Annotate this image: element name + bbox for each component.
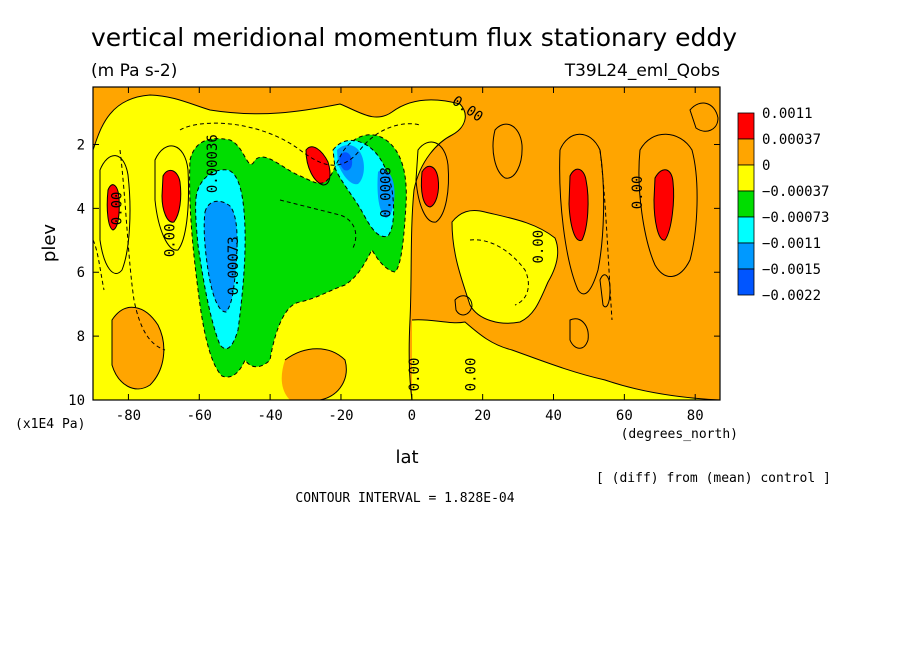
- y-tick-label: 10: [68, 393, 85, 409]
- plot-frame: [92, 86, 721, 401]
- contour-label: 0.00: [407, 358, 423, 392]
- chart-title: vertical meridional momentum flux statio…: [91, 23, 737, 52]
- y-tick-label: 6: [77, 265, 85, 281]
- x-axis-label: lat: [395, 447, 418, 468]
- x-axis-units: (degrees_north): [621, 427, 738, 442]
- y-tick-label: 4: [77, 201, 85, 217]
- x-axis: -80 -60 -40 -20 0 20 40 60 80: [116, 87, 704, 424]
- experiment-label: T39L24_eml_Qobs: [564, 61, 720, 81]
- contour-label: 0.0008: [379, 167, 395, 218]
- legend-swatch: [737, 112, 755, 140]
- legend-swatch: [737, 138, 755, 166]
- legend-label: 0.0011: [762, 106, 813, 122]
- legend-label: −0.0011: [762, 236, 821, 252]
- legend-label: 0: [762, 158, 770, 174]
- color-legend: 0.0011 0.00037 0 −0.00037 −0.00073 −0.0011 −0.…: [737, 106, 829, 304]
- legend-swatch: [737, 242, 755, 270]
- contour-label: 0.00: [464, 358, 480, 392]
- legend-swatch: [737, 216, 755, 244]
- y-axis-label: plev: [39, 224, 60, 263]
- chart-units: (m Pa s-2): [91, 61, 177, 81]
- contour-label: 0.00036: [205, 134, 221, 193]
- contour-label: 0.00: [630, 176, 646, 210]
- x-tick-label: -80: [116, 408, 141, 424]
- x-tick-label: -60: [187, 408, 212, 424]
- x-tick-label: -40: [257, 408, 282, 424]
- comparison-note: [ (diff) from (mean) control ]: [596, 471, 831, 486]
- x-tick-label: 40: [545, 408, 562, 424]
- contour-interval: CONTOUR INTERVAL = 1.828E-04: [295, 491, 514, 506]
- contour-lines: [93, 94, 720, 400]
- contour-label: 0.00: [109, 192, 125, 226]
- contour-label: 0.00: [162, 223, 178, 257]
- contour-label: 0.00: [531, 230, 547, 264]
- legend-label: −0.00037: [762, 184, 829, 200]
- y-axis-units: (x1E4 Pa): [15, 417, 85, 432]
- y-tick-label: 2: [77, 137, 85, 153]
- y-axis: 2 4 6 8 10: [68, 137, 720, 409]
- x-tick-label: 20: [474, 408, 491, 424]
- x-tick-label: -20: [328, 408, 353, 424]
- legend-label: −0.0022: [762, 288, 821, 304]
- x-tick-label: 0: [408, 408, 416, 424]
- legend-label: −0.00073: [762, 210, 829, 226]
- legend-label: 0.00037: [762, 132, 821, 148]
- legend-label: −0.0015: [762, 262, 821, 278]
- x-tick-label: 80: [687, 408, 704, 424]
- filled-contours: [93, 87, 720, 400]
- legend-swatch: [737, 268, 755, 296]
- x-tick-label: 60: [616, 408, 633, 424]
- negative-contours: [93, 122, 613, 378]
- legend-swatch: [737, 190, 755, 218]
- contour-label: 0.00073: [226, 236, 242, 295]
- legend-swatch: [737, 164, 755, 192]
- y-tick-label: 8: [77, 329, 85, 345]
